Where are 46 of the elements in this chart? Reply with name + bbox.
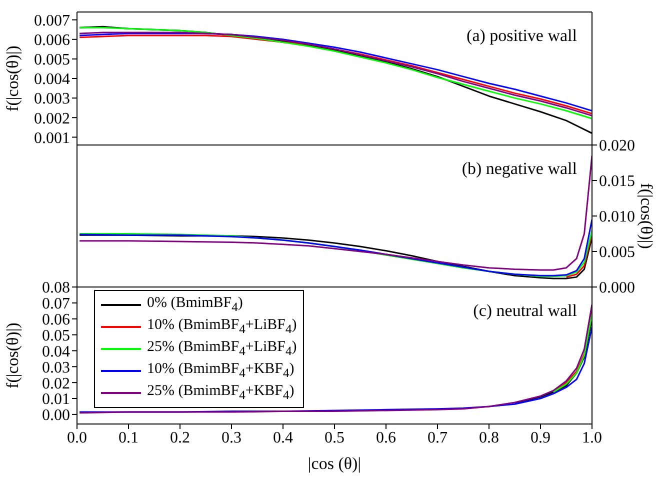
x-tick-label: 1.0 xyxy=(582,429,602,446)
y-tick-label: 0.08 xyxy=(42,280,70,297)
y-tick-label: 0.020 xyxy=(599,138,635,155)
y-tick-label: 0.003 xyxy=(34,90,70,108)
y-tick-label: 0.010 xyxy=(599,208,635,226)
line-series xyxy=(78,154,592,271)
x-tick-label: 0.2 xyxy=(170,429,190,446)
y-tick-label: 0.01 xyxy=(42,391,70,408)
y-tick-label: 0.07 xyxy=(42,296,70,313)
y-tick-label: 0.02 xyxy=(42,375,70,392)
y-tick-label: 0.00 xyxy=(42,407,70,424)
y-tick-label: 0.001 xyxy=(34,130,70,147)
x-tick-label: 0.9 xyxy=(530,429,550,446)
y-tick-label: 0.015 xyxy=(599,173,635,190)
x-tick-label: 0.4 xyxy=(273,429,293,446)
x-tick-label: 0.0 xyxy=(67,429,87,446)
y-tick-label: 0.007 xyxy=(34,12,70,30)
y-tick-label: 0.000 xyxy=(599,280,635,297)
x-tick-label: 0.3 xyxy=(222,429,242,446)
legend-label: 10% (BmimBF$_{4}$+KBF$_{4}$) xyxy=(147,361,294,381)
y-tick-label: 0.004 xyxy=(34,71,70,88)
y-tick-label: 0.03 xyxy=(42,359,70,376)
legend-label: 0% (BmimBF$_{4}$) xyxy=(147,295,243,315)
legend-label: 25% (BmimBF$_{4}$+KBF$_{4}$) xyxy=(147,383,294,403)
y-tick-label: 0.005 xyxy=(34,52,70,69)
x-tick-label: 0.7 xyxy=(428,429,448,446)
y-axis-title: f(|cos(θ)|) xyxy=(636,183,656,249)
y-tick-label: 0.06 xyxy=(42,312,70,329)
x-axis-title: |cos (θ)| xyxy=(308,454,362,473)
line-series xyxy=(78,218,592,276)
x-tick-label: 0.8 xyxy=(479,429,499,446)
annotation: (a) positive wall xyxy=(466,26,577,46)
annotation: (b) negative wall xyxy=(462,159,577,179)
x-tick-label: 0.1 xyxy=(118,429,138,446)
y-tick-label: 0.002 xyxy=(34,110,70,128)
annotation: (c) neutral wall xyxy=(473,301,577,321)
legend-label: 10% (BmimBF$_{4}$+LiBF$_{4}$) xyxy=(147,317,297,337)
y-tick-label: 0.006 xyxy=(34,32,70,50)
y-tick-label: 0.05 xyxy=(42,327,70,344)
y-tick-label: 0.005 xyxy=(599,244,635,262)
legend-label: 25% (BmimBF$_{4}$+LiBF$_{4}$) xyxy=(147,339,297,359)
y-tick-label: 0.04 xyxy=(42,343,70,360)
x-tick-label: 0.6 xyxy=(376,429,396,446)
y-axis-title: f(|cos(θ)|) xyxy=(3,46,22,112)
x-tick-label: 0.5 xyxy=(324,429,344,446)
y-axis-title: f(|cos(θ)|) xyxy=(3,322,22,388)
